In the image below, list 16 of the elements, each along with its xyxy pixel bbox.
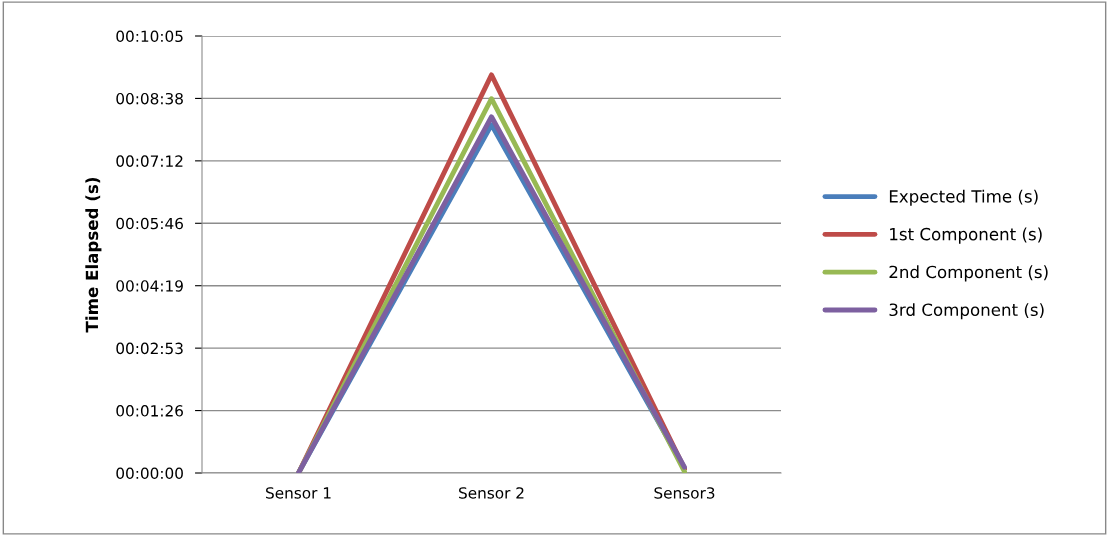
legend-label: 3rd Component (s) <box>889 303 1044 320</box>
legend-label: Expected Time (s) <box>889 189 1038 206</box>
y-tick-label: 00:02:53 <box>116 342 183 355</box>
y-axis-title: Time Elapsed (s) <box>85 177 102 333</box>
x-tick-label: Sensor 1 <box>266 487 331 499</box>
legend-label: 1st Component (s) <box>890 227 1042 244</box>
y-tick-label: 00:04:19 <box>116 280 183 292</box>
x-tick-label: Sensor 2 <box>459 487 524 499</box>
y-tick-label: 00:08:38 <box>116 92 183 105</box>
y-tick-label: 00:05:46 <box>116 217 183 230</box>
y-tick-label: 00:00:00 <box>116 467 183 480</box>
legend-label: 2nd Component (s) <box>889 265 1048 282</box>
y-tick-label: 00:01:26 <box>116 405 183 417</box>
y-tick-label: 00:10:05 <box>116 30 183 43</box>
x-tick-label: Sensor3 <box>654 487 715 499</box>
y-tick-label: 00:07:12 <box>116 155 183 167</box>
